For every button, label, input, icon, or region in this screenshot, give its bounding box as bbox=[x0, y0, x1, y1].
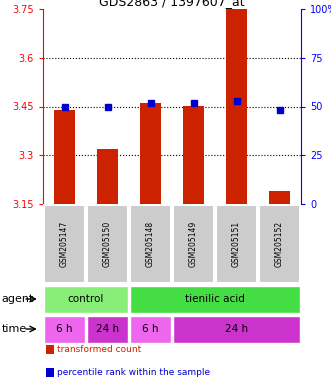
Text: transformed count: transformed count bbox=[57, 345, 141, 354]
Text: 6 h: 6 h bbox=[142, 324, 159, 334]
Bar bbox=[183, 106, 204, 204]
Text: GSM205151: GSM205151 bbox=[232, 221, 241, 267]
Text: GSM205148: GSM205148 bbox=[146, 221, 155, 267]
Bar bbox=[97, 149, 118, 204]
Bar bbox=[46, 346, 54, 354]
Bar bbox=[140, 103, 161, 204]
Text: GSM205150: GSM205150 bbox=[103, 221, 112, 267]
Title: GDS2863 / 1397607_at: GDS2863 / 1397607_at bbox=[99, 0, 245, 8]
Text: GSM205149: GSM205149 bbox=[189, 221, 198, 267]
Bar bbox=[87, 205, 128, 283]
Bar bbox=[130, 205, 171, 283]
Bar bbox=[44, 205, 85, 283]
Bar bbox=[173, 205, 214, 283]
Text: 24 h: 24 h bbox=[96, 324, 119, 334]
Bar bbox=[226, 9, 247, 204]
Text: percentile rank within the sample: percentile rank within the sample bbox=[57, 368, 210, 377]
Bar bbox=[87, 316, 128, 343]
Text: tienilic acid: tienilic acid bbox=[185, 294, 245, 304]
Bar bbox=[130, 316, 171, 343]
Bar bbox=[44, 316, 85, 343]
Text: agent: agent bbox=[2, 294, 34, 304]
Bar bbox=[44, 285, 128, 313]
Bar bbox=[46, 368, 54, 377]
Bar bbox=[173, 316, 300, 343]
Text: time: time bbox=[2, 324, 27, 334]
Text: 6 h: 6 h bbox=[56, 324, 73, 334]
Bar bbox=[269, 191, 290, 204]
Bar bbox=[259, 205, 300, 283]
Bar bbox=[54, 110, 75, 204]
Bar bbox=[216, 205, 257, 283]
Text: 24 h: 24 h bbox=[225, 324, 248, 334]
Text: GSM205152: GSM205152 bbox=[275, 221, 284, 267]
Text: control: control bbox=[68, 294, 104, 304]
Bar bbox=[130, 285, 300, 313]
Text: GSM205147: GSM205147 bbox=[60, 221, 69, 267]
